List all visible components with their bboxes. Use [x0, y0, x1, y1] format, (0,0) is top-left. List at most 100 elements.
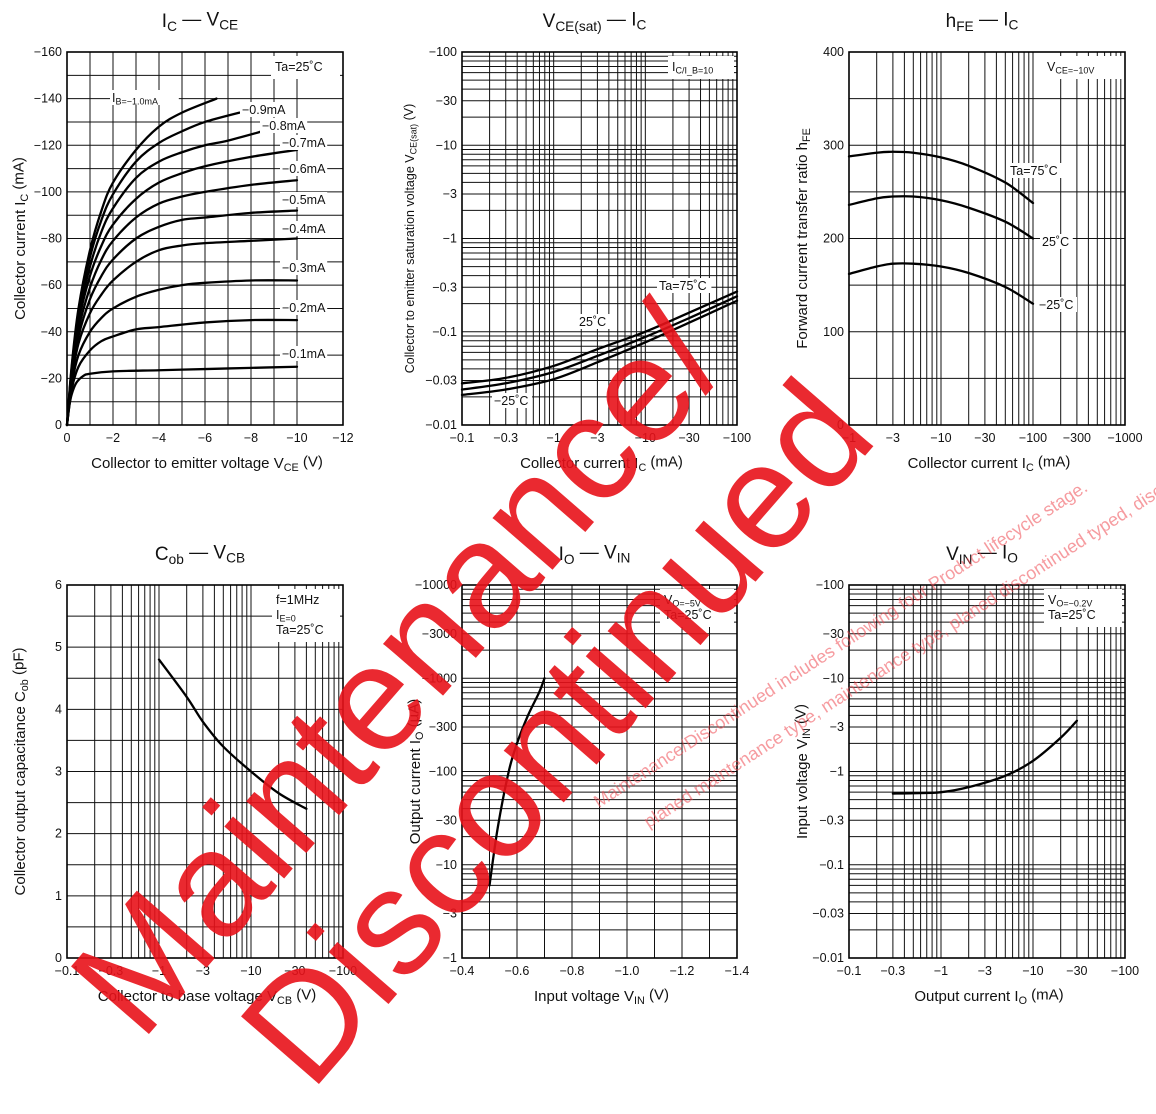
- y-tick-label: −1: [443, 951, 457, 965]
- x-tick-label: 0: [64, 431, 71, 445]
- series-label: −25˚C: [494, 394, 528, 408]
- y-axis-label: Collector current IC​ (mA): [11, 157, 32, 320]
- chart-title: Cob​ — VCB​: [155, 542, 245, 567]
- x-tick-label: −30: [284, 964, 305, 978]
- x-tick-label: −100: [723, 431, 751, 445]
- chart-title: VIN​ — IO​: [946, 542, 1018, 567]
- y-axis-label: Collector output capacitance Cob​ (pF): [11, 648, 32, 896]
- y-tick-label: −30: [823, 627, 844, 641]
- y-tick-label: −100: [34, 185, 62, 199]
- series-label: −0.6mA: [282, 162, 326, 176]
- x-tick-label: −10: [240, 964, 261, 978]
- info-text: IC/I_B=10​: [672, 60, 713, 76]
- x-tick-label: −4: [152, 431, 166, 445]
- series-label: IB=−1.0mA​: [112, 91, 158, 107]
- series-line: [460, 299, 739, 397]
- y-axis-label: Forward current transfer ratio hFE​: [794, 128, 813, 349]
- series-label-bg: [110, 90, 179, 105]
- x-tick-label: −0.6: [505, 964, 530, 978]
- x-tick-label: −100: [1111, 964, 1139, 978]
- series-label-bg: [280, 300, 328, 315]
- info-text: VO=−0.2V​: [1048, 593, 1092, 609]
- x-tick-label: −0.1: [837, 964, 862, 978]
- x-axis-label: Collector current IC​ (mA): [908, 454, 1071, 475]
- x-tick-label: −100: [329, 964, 357, 978]
- x-tick-label: −1: [842, 431, 856, 445]
- y-tick-label: 100: [823, 325, 844, 339]
- chart-vin_io: −0.1 −0.3 −1 −3 −10 −30 −100 −0.01 −0.03 −0.1 −0.3…: [793, 542, 1139, 1007]
- info-box: [272, 589, 340, 642]
- x-tick-label: −30: [678, 431, 699, 445]
- series-label-bg: [577, 314, 610, 329]
- y-tick-label: −0.03: [425, 374, 457, 388]
- y-tick-label: −300: [429, 720, 457, 734]
- y-tick-label: −30: [436, 813, 457, 827]
- series-label-bg: [240, 102, 288, 117]
- y-tick-label: −140: [34, 92, 62, 106]
- chart-io_vin: −0.4 −0.6 −0.8 −1.0 −1.2 −1.4 −1 −3 −10 −30 −100 −3…: [406, 542, 750, 1007]
- y-tick-label: 0: [837, 418, 844, 432]
- series-line: [65, 148, 299, 427]
- x-tick-label: −0.1: [55, 964, 80, 978]
- series-label: −0.9mA: [242, 103, 286, 117]
- chart-hfe_ic: −1 −3 −10 −30 −100 −300 −1000 0 100 200 300 400 hFE​…: [794, 9, 1143, 474]
- info-text: Ta=25˚C: [275, 60, 323, 74]
- plot-frame: [66, 584, 344, 959]
- info-text: Ta=25˚C: [276, 623, 324, 637]
- info-box: [271, 56, 340, 79]
- y-axis-label: Collector to emitter saturation voltage …: [402, 104, 419, 374]
- y-tick-label: −20: [41, 371, 62, 385]
- plot-frame: [848, 51, 1126, 426]
- x-tick-label: −1: [547, 431, 561, 445]
- series-label: −25˚C: [1039, 298, 1073, 312]
- series-line: [891, 719, 1079, 795]
- x-tick-label: −1000: [1107, 431, 1142, 445]
- chart-grid: [67, 585, 343, 958]
- series-line: [460, 290, 739, 385]
- y-tick-label: −0.1: [819, 858, 844, 872]
- y-tick-label: −100: [429, 765, 457, 779]
- chart-title: hFE​ — IC​: [946, 9, 1019, 34]
- x-tick-label: −1: [152, 964, 166, 978]
- chart-title: IC​ — VCE​: [162, 9, 238, 34]
- series-line: [157, 658, 308, 810]
- x-tick-label: −6: [198, 431, 212, 445]
- chart-grid: [849, 585, 1125, 958]
- y-tick-label: −3000: [422, 627, 457, 641]
- y-tick-label: −60: [41, 278, 62, 292]
- plot-frame: [848, 584, 1126, 959]
- y-tick-label: 1: [55, 889, 62, 903]
- x-tick-label: −2: [106, 431, 120, 445]
- info-box: [668, 56, 734, 79]
- series-label: −0.1mA: [282, 347, 326, 361]
- series-label-bg: [280, 135, 328, 150]
- series-label: Ta=75˚C: [659, 279, 707, 293]
- x-tick-label: −3: [978, 964, 992, 978]
- series-label-bg: [260, 118, 308, 133]
- series-line: [65, 130, 264, 427]
- y-tick-label: −10: [823, 671, 844, 685]
- info-text: IE=0​: [276, 608, 296, 624]
- series-label-bg: [280, 221, 328, 236]
- series-line: [488, 677, 546, 887]
- series-label-bg: [492, 393, 532, 408]
- x-tick-label: −10: [930, 431, 951, 445]
- info-box: [660, 589, 734, 627]
- y-tick-label: −1: [830, 765, 844, 779]
- y-tick-label: −0.3: [432, 280, 457, 294]
- y-tick-label: −1000: [422, 671, 457, 685]
- series-line: [65, 209, 299, 427]
- x-axis-label: Collector to base voltage VCB​ (V): [98, 987, 316, 1008]
- series-label: −0.8mA: [262, 119, 306, 133]
- y-tick-label: −0.1: [432, 325, 457, 339]
- series-label-bg: [657, 278, 712, 293]
- x-tick-label: −12: [332, 431, 353, 445]
- x-tick-label: −0.3: [99, 964, 124, 978]
- x-tick-label: −0.8: [560, 964, 585, 978]
- series-line: [65, 279, 299, 427]
- y-tick-label: 400: [823, 45, 844, 59]
- info-box: [1044, 589, 1122, 627]
- series-label: −0.7mA: [282, 136, 326, 150]
- series-label-bg: [280, 192, 328, 207]
- chart-ic_vce: 0 −2 −4 −6 −8 −10 −120−20−40−60−80−100−120−140…: [11, 9, 354, 474]
